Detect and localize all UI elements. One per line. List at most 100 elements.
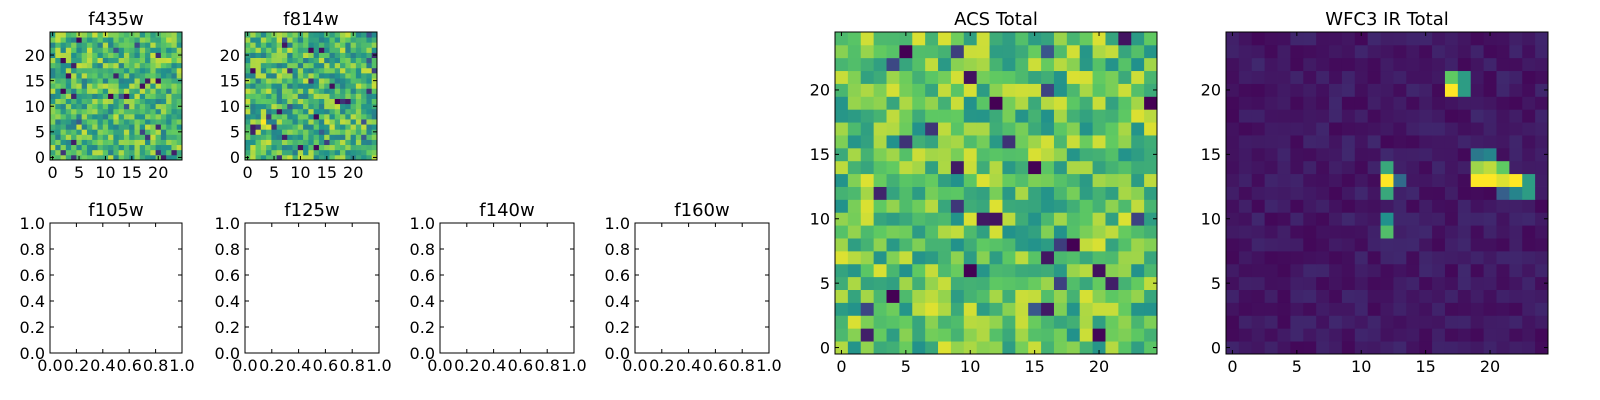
heatmap-cell (113, 144, 120, 151)
heatmap-cell (76, 67, 83, 74)
heatmap-cell (1066, 96, 1081, 110)
heatmap-cell (281, 124, 288, 130)
heatmap-cell (92, 108, 98, 115)
heatmap-cell (292, 67, 299, 74)
heatmap-cell (292, 129, 299, 135)
heatmap-cell (297, 119, 304, 125)
heatmap-cell (266, 72, 272, 79)
heatmap-cell (1290, 315, 1304, 329)
heatmap-cell (60, 72, 67, 79)
heatmap-cell (166, 139, 172, 146)
heatmap-cell (250, 72, 256, 79)
y-tick-label: 15 (810, 145, 830, 164)
heatmap-cell (1522, 315, 1536, 329)
x-tick-label: 0.6 (703, 356, 728, 375)
heatmap-cell (1041, 32, 1055, 46)
heatmap-cell (1028, 122, 1042, 136)
heatmap-cell (835, 44, 849, 59)
heatmap-cell (1535, 341, 1549, 355)
heatmap-cell (847, 212, 862, 226)
heatmap-cell (287, 154, 293, 161)
heatmap-cell (1264, 32, 1278, 46)
heatmap-cell (1015, 135, 1029, 149)
heatmap-cell (873, 341, 887, 355)
heatmap-cell (92, 32, 98, 38)
heatmap-cell (303, 108, 309, 115)
heatmap-cell (1264, 96, 1278, 110)
heatmap-cell (81, 32, 88, 38)
heatmap-cell (1341, 57, 1356, 72)
heatmap-cell (150, 57, 156, 64)
heatmap-cell (76, 78, 83, 84)
heatmap-cell (1483, 263, 1497, 278)
heatmap-cell (1341, 32, 1356, 46)
heatmap-cell (71, 78, 77, 84)
heatmap-cell (313, 93, 320, 99)
heatmap-cell (155, 108, 162, 115)
heatmap-cell (1367, 83, 1381, 97)
heatmap-cell (1393, 263, 1407, 278)
heatmap-cell (81, 42, 88, 48)
heatmap-cell (81, 57, 88, 64)
heatmap-cell (166, 32, 172, 38)
y-tick-label: 0.6 (20, 266, 45, 285)
heatmap-cell (847, 289, 862, 303)
heatmap-cell (313, 37, 320, 43)
heatmap-cell (1367, 225, 1381, 239)
heatmap-cell (50, 83, 56, 89)
heatmap-cell (1470, 135, 1484, 149)
heatmap-cell (1535, 289, 1549, 303)
heatmap-cell (324, 93, 330, 99)
heatmap-cell (324, 88, 330, 94)
heatmap-cell (366, 67, 373, 74)
heatmap-cell (925, 341, 939, 355)
heatmap-cell (297, 113, 304, 120)
heatmap-cell (886, 238, 900, 252)
heatmap-cell (123, 98, 130, 105)
heatmap-cell (350, 119, 357, 125)
heatmap-cell (150, 83, 156, 89)
heatmap-cell (1092, 250, 1106, 265)
x-tick-label: 0.6 (116, 356, 141, 375)
heatmap-cell (912, 109, 926, 123)
heatmap-cell (303, 88, 309, 94)
heatmap-cell (847, 173, 862, 187)
heatmap-cell (1277, 160, 1291, 175)
heatmap-cell (1380, 302, 1394, 316)
heatmap-cell (1118, 250, 1132, 265)
heatmap-cell (976, 122, 990, 136)
heatmap-cell (250, 78, 256, 84)
heatmap-cell (1354, 225, 1369, 239)
heatmap-cell (950, 70, 965, 84)
heatmap-cell (1354, 302, 1369, 316)
heatmap-cell (155, 139, 162, 146)
heatmap-cell (1470, 263, 1484, 278)
heatmap-cell (139, 93, 146, 99)
heatmap-cell (1444, 199, 1459, 213)
heatmap-cell (318, 88, 325, 94)
heatmap-cell (355, 78, 362, 84)
heatmap-cell (886, 263, 900, 278)
heatmap-cell (1444, 57, 1459, 72)
heatmap-cell (123, 154, 130, 161)
heatmap-cell (1380, 199, 1394, 213)
heatmap-cell (1354, 57, 1369, 72)
heatmap-cell (860, 276, 875, 290)
heatmap-cell (950, 276, 965, 290)
heatmap-cell (835, 328, 849, 342)
y-tick-label: 0.8 (20, 240, 45, 259)
heatmap-cell (1470, 32, 1484, 46)
heatmap-cell (1105, 122, 1119, 136)
heatmap-cell (1238, 96, 1253, 110)
heatmap-cell (271, 113, 278, 120)
heatmap-cell (1066, 250, 1081, 265)
heatmap-cell (1341, 238, 1356, 252)
heatmap-cell (139, 57, 146, 64)
heatmap-cell (92, 37, 98, 43)
heatmap-cell (266, 62, 272, 69)
heatmap-cell (371, 149, 378, 156)
heatmap-cell (129, 47, 135, 53)
heatmap-cell (176, 139, 183, 146)
heatmap-cell (1419, 328, 1433, 342)
